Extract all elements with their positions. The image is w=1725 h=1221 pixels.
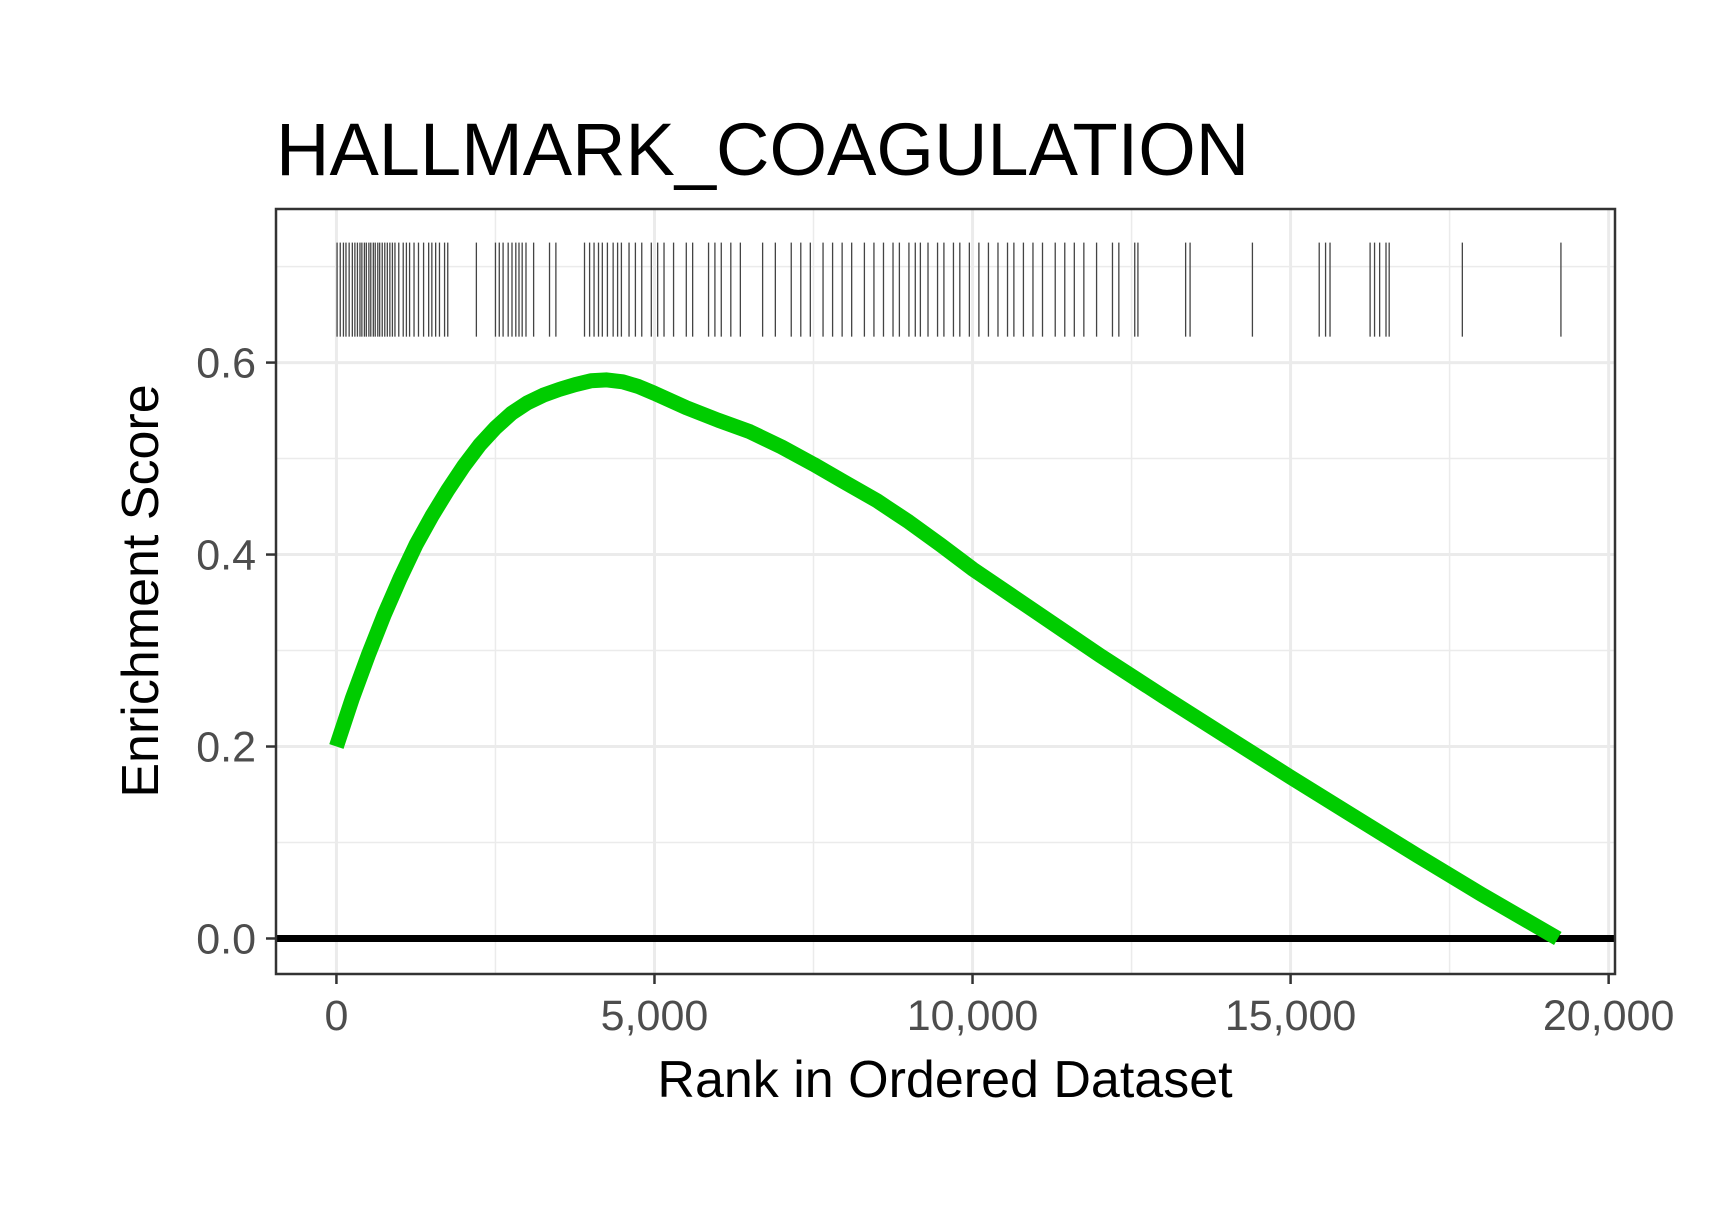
x-tick-label: 5,000 (601, 992, 709, 1040)
x-tick-label: 20,000 (1543, 992, 1675, 1040)
x-tick-label: 15,000 (1225, 992, 1357, 1040)
x-tick-label: 10,000 (907, 992, 1039, 1040)
y-tick-label: 0.6 (196, 340, 256, 388)
y-tick-label: 0.0 (196, 915, 256, 963)
x-tick-label: 0 (324, 992, 348, 1040)
chart-title: HALLMARK_COAGULATION (276, 108, 1249, 191)
y-axis-title: Enrichment Score (112, 384, 170, 797)
x-axis-title: Rank in Ordered Dataset (657, 1051, 1233, 1109)
y-tick-label: 0.4 (196, 532, 256, 580)
y-tick-label: 0.2 (196, 724, 256, 772)
